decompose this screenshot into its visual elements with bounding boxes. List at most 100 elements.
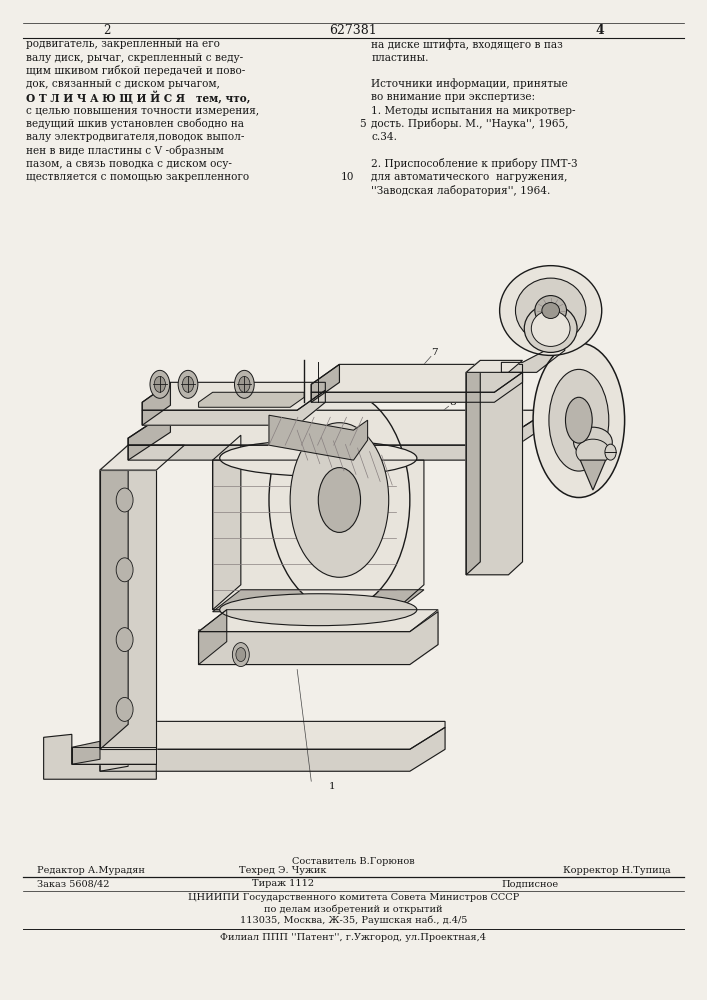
Text: валу электродвигателя,поводок выпол-: валу электродвигателя,поводок выпол-	[26, 132, 245, 142]
Polygon shape	[100, 744, 128, 771]
Polygon shape	[72, 741, 100, 764]
Text: О Т Л И Ч А Ю Щ И Й С Я   тем, что,: О Т Л И Ч А Ю Щ И Й С Я тем, что,	[26, 91, 250, 104]
Text: 1: 1	[329, 782, 336, 791]
Polygon shape	[199, 624, 438, 651]
Circle shape	[154, 376, 165, 392]
Text: Источники информации, принятые: Источники информации, принятые	[371, 79, 568, 89]
Circle shape	[235, 370, 255, 398]
Polygon shape	[466, 360, 522, 372]
Polygon shape	[466, 372, 522, 575]
Text: 4: 4	[284, 396, 290, 405]
Ellipse shape	[533, 343, 624, 498]
Ellipse shape	[220, 440, 417, 476]
Text: Филиал ППП ''Патент'', г.Ужгород, ул.Проектная,4: Филиал ППП ''Патент'', г.Ужгород, ул.Про…	[221, 933, 486, 942]
Circle shape	[178, 370, 198, 398]
Circle shape	[116, 558, 133, 582]
Text: с.34.: с.34.	[371, 132, 397, 142]
Ellipse shape	[549, 369, 609, 471]
Text: ведущий шкив установлен свободно на: ведущий шкив установлен свободно на	[26, 118, 244, 129]
Polygon shape	[128, 410, 537, 445]
Polygon shape	[213, 435, 241, 610]
Text: на диске штифта, входящего в паз: на диске штифта, входящего в паз	[371, 39, 563, 50]
Polygon shape	[100, 445, 185, 470]
Polygon shape	[199, 610, 438, 632]
Text: во внимание при экспертизе:: во внимание при экспертизе:	[371, 92, 535, 102]
Circle shape	[116, 488, 133, 512]
Text: пазом, а связь поводка с диском осу-: пазом, а связь поводка с диском осу-	[26, 159, 232, 169]
Ellipse shape	[566, 397, 592, 443]
Text: 2. Приспособление к прибору ПМТ-3: 2. Приспособление к прибору ПМТ-3	[371, 158, 578, 169]
Text: дость. Приборы. М., ''Наука'', 1965,: дость. Приборы. М., ''Наука'', 1965,	[371, 118, 568, 129]
Polygon shape	[466, 360, 480, 575]
Polygon shape	[199, 617, 438, 644]
Ellipse shape	[515, 278, 586, 343]
Polygon shape	[501, 340, 565, 372]
Circle shape	[116, 628, 133, 652]
Text: 3: 3	[407, 441, 413, 450]
Polygon shape	[128, 418, 537, 460]
Polygon shape	[311, 364, 522, 392]
Text: 9: 9	[526, 276, 533, 285]
Polygon shape	[199, 610, 227, 665]
Polygon shape	[199, 610, 438, 637]
Text: ''Заводская лаборатория'', 1964.: ''Заводская лаборатория'', 1964.	[371, 185, 551, 196]
Text: ществляется с помощью закрепленного: ществляется с помощью закрепленного	[26, 172, 249, 182]
Text: 2: 2	[103, 24, 111, 37]
Text: 4: 4	[595, 24, 604, 37]
Text: по делам изобретений и открытий: по делам изобретений и открытий	[264, 904, 443, 914]
Polygon shape	[100, 445, 128, 749]
Text: 627381: 627381	[329, 24, 378, 37]
Circle shape	[239, 376, 250, 392]
Text: 2: 2	[481, 510, 487, 519]
Polygon shape	[128, 732, 424, 759]
Polygon shape	[199, 392, 304, 407]
Polygon shape	[100, 727, 445, 771]
Ellipse shape	[318, 468, 361, 532]
Text: док, связанный с диском рычагом,: док, связанный с диском рычагом,	[26, 79, 220, 89]
Polygon shape	[128, 410, 170, 460]
Ellipse shape	[269, 390, 410, 610]
Text: Составитель В.Горюнов: Составитель В.Горюнов	[292, 857, 415, 866]
Text: 10: 10	[341, 172, 355, 182]
Polygon shape	[100, 470, 156, 749]
Text: пластины.: пластины.	[371, 53, 428, 63]
Text: нен в виде пластины с V -образным: нен в виде пластины с V -образным	[26, 145, 224, 156]
Circle shape	[233, 643, 250, 667]
Polygon shape	[199, 631, 438, 658]
Text: Тираж 1112: Тираж 1112	[252, 879, 314, 888]
Polygon shape	[213, 460, 424, 610]
Ellipse shape	[525, 305, 577, 352]
Text: с целью повышения точности измерения,: с целью повышения точности измерения,	[26, 106, 259, 116]
Circle shape	[116, 697, 133, 721]
Polygon shape	[311, 372, 522, 402]
Text: 8: 8	[449, 398, 455, 407]
Ellipse shape	[500, 266, 602, 355]
Ellipse shape	[542, 303, 559, 319]
Text: для автоматического  нагружения,: для автоматического нагружения,	[371, 172, 568, 182]
Ellipse shape	[220, 594, 417, 626]
Circle shape	[236, 648, 246, 662]
Polygon shape	[128, 726, 424, 753]
Text: Подписное: Подписное	[501, 879, 558, 888]
Polygon shape	[44, 734, 156, 779]
Text: валу диск, рычаг, скрепленный с веду-: валу диск, рычаг, скрепленный с веду-	[26, 53, 243, 63]
Text: Техред Э. Чужик: Техред Э. Чужик	[240, 866, 327, 875]
Text: Корректор Н.Тупица: Корректор Н.Тупица	[563, 866, 670, 875]
Circle shape	[150, 370, 170, 398]
Polygon shape	[311, 364, 339, 402]
Polygon shape	[580, 460, 606, 490]
Text: родвигатель, закрепленный на его: родвигатель, закрепленный на его	[26, 39, 220, 49]
Circle shape	[605, 444, 617, 460]
Ellipse shape	[534, 296, 566, 325]
Circle shape	[182, 376, 194, 392]
Polygon shape	[142, 382, 325, 410]
Text: 113035, Москва, Ж-35, Раушская наб., д.4/5: 113035, Москва, Ж-35, Раушская наб., д.4…	[240, 915, 467, 925]
Text: 6: 6	[241, 510, 247, 519]
Text: Редактор А.Мурадян: Редактор А.Мурадян	[37, 866, 144, 875]
Polygon shape	[142, 390, 325, 425]
Polygon shape	[199, 612, 438, 665]
Ellipse shape	[290, 423, 389, 577]
Ellipse shape	[576, 439, 610, 465]
Text: 5: 5	[358, 119, 366, 129]
Polygon shape	[269, 415, 368, 460]
